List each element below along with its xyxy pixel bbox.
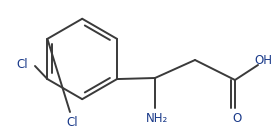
Text: NH₂: NH₂: [146, 111, 168, 124]
Text: Cl: Cl: [16, 59, 28, 72]
Text: OH: OH: [254, 53, 272, 66]
Text: Cl: Cl: [66, 116, 78, 129]
Text: O: O: [232, 111, 242, 124]
